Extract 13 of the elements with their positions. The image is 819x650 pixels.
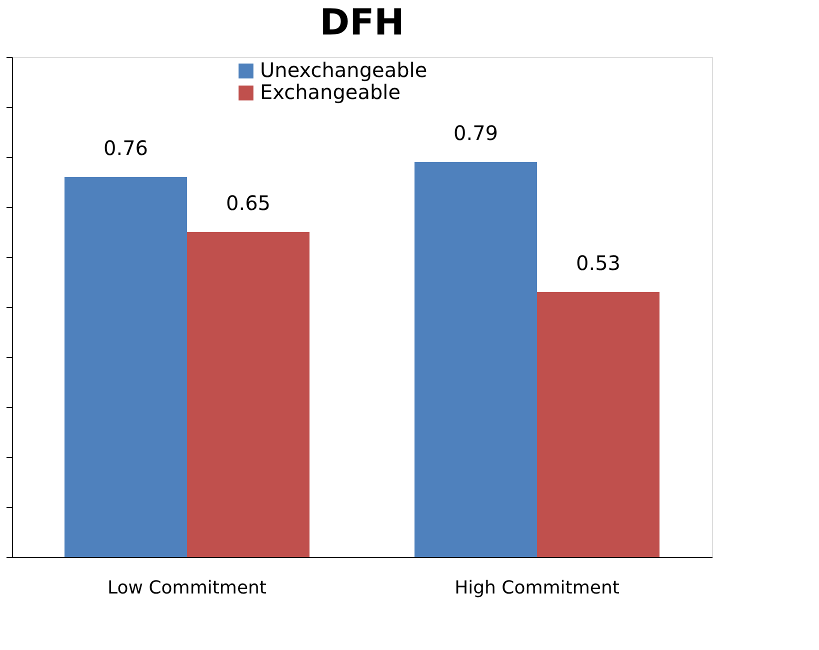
- bar: [64, 177, 187, 557]
- legend-label: Exchangeable: [260, 80, 401, 104]
- legend-label: Unexchangeable: [260, 58, 428, 82]
- chart-title: DFH: [320, 2, 404, 44]
- bar: [537, 292, 660, 557]
- data-label: 0.79: [453, 121, 498, 145]
- x-tick-label: High Commitment: [454, 578, 620, 598]
- data-label: 0.65: [226, 191, 271, 215]
- x-tick-label: Low Commitment: [108, 578, 266, 598]
- data-label: 0.76: [103, 136, 148, 160]
- data-label: 0.53: [576, 251, 621, 275]
- bar: [414, 162, 537, 557]
- bar: [187, 232, 310, 557]
